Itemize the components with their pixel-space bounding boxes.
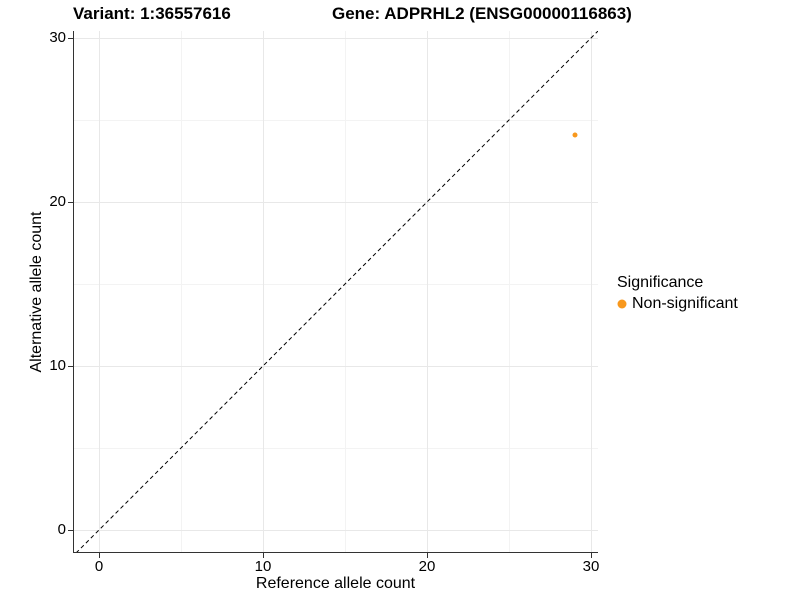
x-axis-title: Reference allele count [255,575,416,592]
legend-item-label: Non-significant [632,295,738,312]
y-tick-label: 0 [57,521,66,538]
gene-title: Gene: ADPRHL2 (ENSG00000116863) [332,4,632,23]
x-tick-label: 10 [254,558,272,575]
y-tick-label: 10 [49,357,66,374]
major-gridlines [73,31,598,553]
x-tick-label: 30 [582,558,600,575]
x-tick-mark [263,553,264,558]
y-tick-mark [68,530,73,531]
legend-point-icon [617,299,627,309]
x-tick-mark [591,553,592,558]
y-tick-mark [68,38,73,39]
y-axis-title: Alternative allele count [28,211,45,373]
x-tick-mark [427,553,428,558]
minor-gridlines [73,31,598,553]
y-tick-label: 20 [49,193,66,210]
data-point-non-significant [572,132,578,138]
y-tick-label: 30 [49,29,66,46]
legend: Significance Non-significant [617,274,738,313]
legend-item-non-significant: Non-significant [617,295,738,313]
y-tick-mark [68,366,73,367]
plot-panel [73,31,598,553]
legend-title: Significance [617,274,704,291]
variant-title: Variant: 1:36557616 [73,4,231,23]
x-tick-mark [99,553,100,558]
y-tick-mark [68,202,73,203]
identity-reference-line [75,31,598,553]
x-tick-label: 20 [418,558,436,575]
axis-lines [73,31,598,553]
x-tick-label: 0 [94,558,104,575]
plot-canvas [73,31,598,553]
